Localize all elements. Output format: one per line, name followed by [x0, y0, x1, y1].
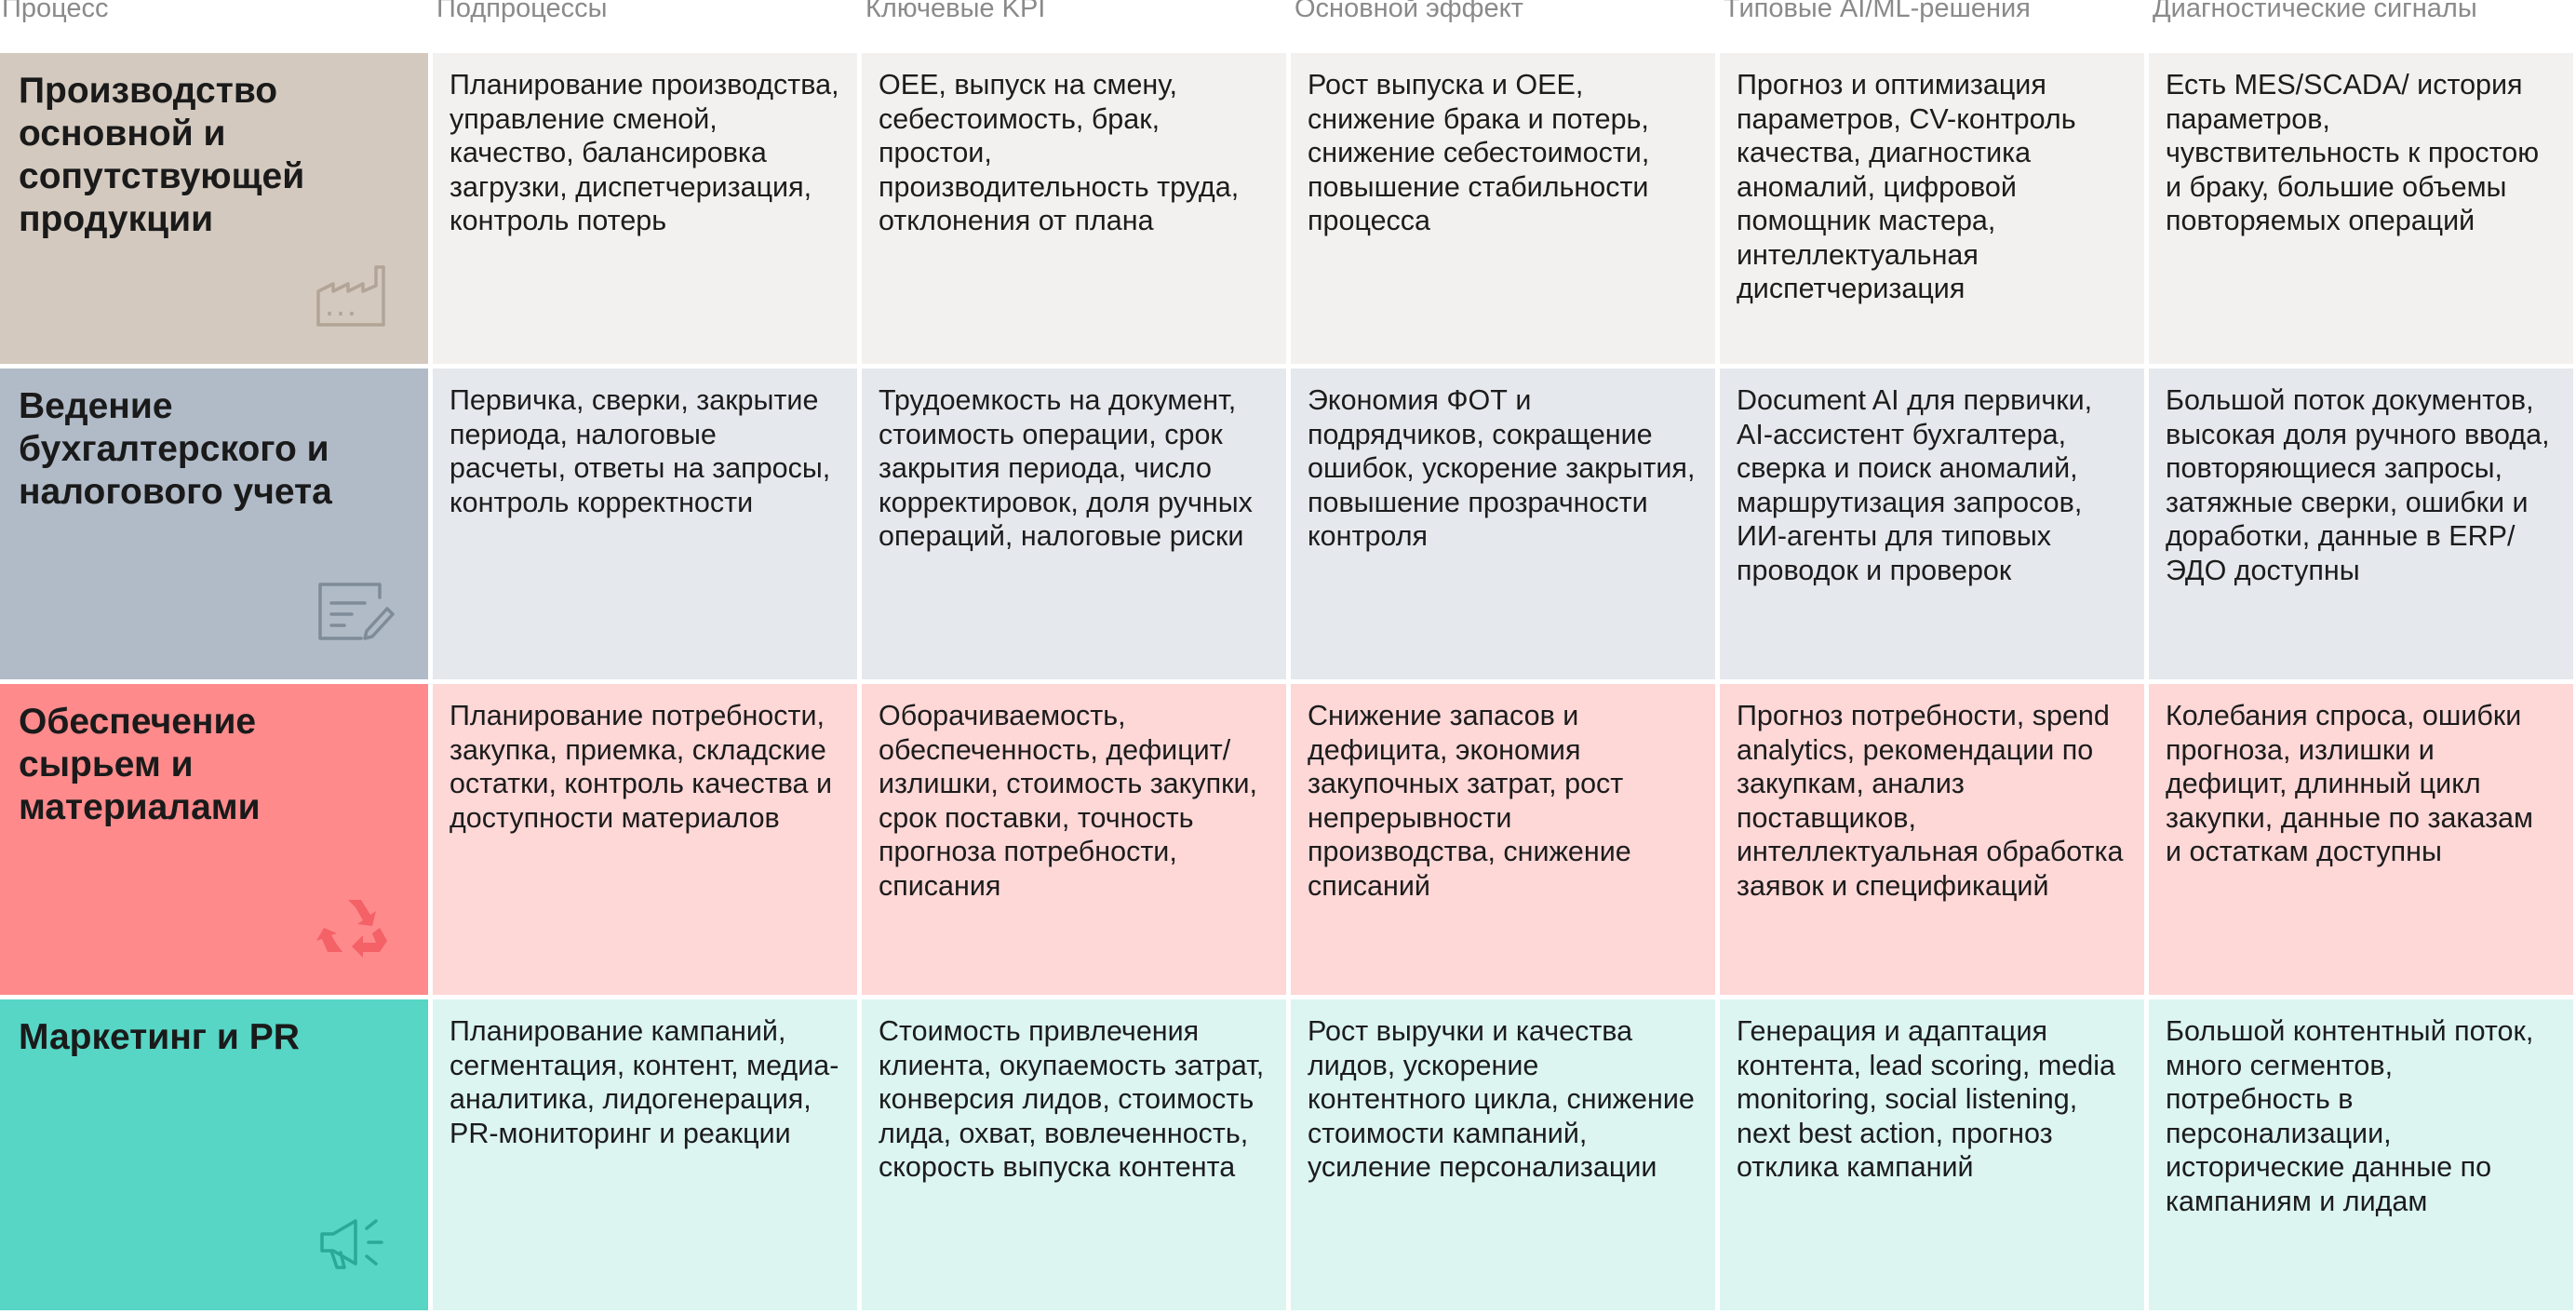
kpi-cell: OEE, выпуск на смену, себестоимость, бра…: [862, 53, 1286, 364]
process-title: Ведение бухгалтерского и налогового учет…: [19, 386, 332, 512]
process-cell: Производство основной и сопутствующей пр…: [0, 53, 428, 364]
subprocesses-cell: Планирование потребности, закупка, прием…: [433, 684, 857, 995]
kpi-cell: Стоимость привлечения клиента, окупаемос…: [862, 999, 1286, 1310]
megaphone-icon: [320, 1219, 383, 1269]
header-signals: Диагностические сигналы: [2153, 0, 2477, 23]
signals-cell: Колебания спроса, ошибки прогноза, излиш…: [2149, 684, 2573, 995]
kpi-cell: Трудоемкость на документ, стоимость опер…: [862, 369, 1286, 679]
solutions-cell: Document AI для первички, AI-ассистент б…: [1720, 369, 2144, 679]
signals-cell: Большой поток документов, высокая доля р…: [2149, 369, 2573, 679]
effect-cell: Экономия ФОТ и подрядчиков, сокращение о…: [1291, 369, 1715, 679]
header-process: Процесс: [2, 0, 109, 23]
header-kpi: Ключевые KPI: [865, 0, 1046, 23]
effect-cell: Рост выручки и качества лидов, ускорение…: [1291, 999, 1715, 1310]
recycle-icon: [316, 900, 387, 958]
document-edit-icon: [318, 583, 395, 640]
signals-cell: Есть MES/SCADA/ история параметров, чувс…: [2149, 53, 2573, 364]
header-effect: Основной эффект: [1295, 0, 1523, 23]
solutions-cell: Прогноз потребности, spend analytics, ре…: [1720, 684, 2144, 995]
solutions-cell: Прогноз и оптимизация параметров, CV-кон…: [1720, 53, 2144, 364]
effect-cell: Рост выпуска и OEE, снижение брака и пот…: [1291, 53, 1715, 364]
process-cell: Маркетинг и PR: [0, 999, 428, 1310]
subprocesses-cell: Первичка, сверки, закрытие периода, нало…: [433, 369, 857, 679]
effect-cell: Снижение запасов и дефицита, экономия за…: [1291, 684, 1715, 995]
kpi-cell: Оборачиваемость, обеспеченность, дефицит…: [862, 684, 1286, 995]
process-title: Обеспечение сырьем и материалами: [19, 702, 261, 827]
subprocesses-cell: Планирование кампаний, сегментация, конт…: [433, 999, 857, 1310]
process-cell: Ведение бухгалтерского и налогового учет…: [0, 369, 428, 679]
factory-icon: [316, 265, 385, 327]
process-cell: Обеспечение сырьем и материалами: [0, 684, 428, 995]
signals-cell: Большой контентный поток, много сегменто…: [2149, 999, 2573, 1310]
solutions-cell: Генерация и адаптация контента, lead sco…: [1720, 999, 2144, 1310]
header-solutions: Типовые AI/ML-решения: [1724, 0, 2031, 23]
process-title: Маркетинг и PR: [19, 1017, 300, 1057]
subprocesses-cell: Планирование производства, управление см…: [433, 53, 857, 364]
header-subprocesses: Подпроцессы: [436, 0, 608, 23]
process-title: Производство основной и сопутствующей пр…: [19, 71, 305, 239]
